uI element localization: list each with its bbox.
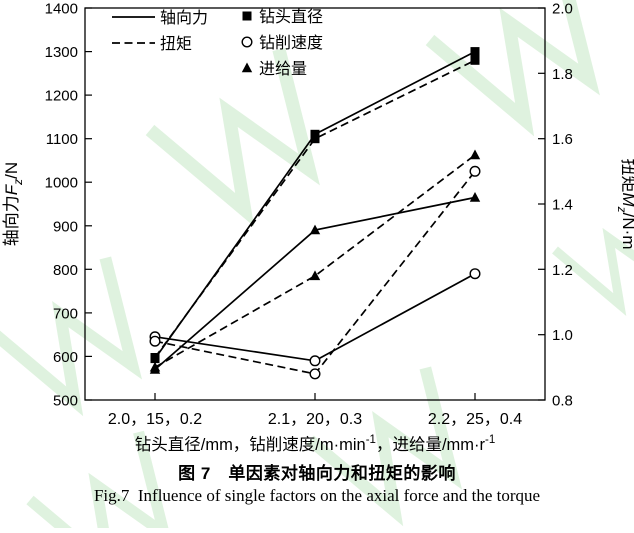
filled-square-marker <box>150 353 160 362</box>
svg-text:2.0，15，0.2: 2.0，15，0.2 <box>108 411 202 428</box>
series-line <box>154 50 476 360</box>
filled-triangle-marker <box>469 192 481 202</box>
svg-text:1000: 1000 <box>45 175 78 192</box>
legend-label: 进给量 <box>259 60 307 78</box>
svg-text:0.8: 0.8 <box>552 393 573 410</box>
legend-label: 钻头直径 <box>259 8 323 26</box>
svg-text:1300: 1300 <box>45 44 78 61</box>
series-line <box>154 272 476 362</box>
svg-text:500: 500 <box>53 393 78 410</box>
filled-triangle-marker <box>309 270 321 281</box>
open-circle-marker <box>469 165 481 177</box>
open-circle-marker <box>149 335 161 347</box>
left-axis-title: 轴向力Fz/N <box>2 162 25 246</box>
figure-caption-en: Fig.7 Influence of single factors on the… <box>93 486 541 505</box>
svg-text:800: 800 <box>53 262 78 279</box>
svg-text:1.8: 1.8 <box>552 66 573 83</box>
open-circle-marker <box>241 36 253 48</box>
series-markers <box>149 47 481 380</box>
svg-text:2.1，20，0.3: 2.1，20，0.3 <box>268 411 362 428</box>
svg-text:900: 900 <box>53 218 78 235</box>
svg-text:1400: 1400 <box>45 1 78 18</box>
svg-text:1.0: 1.0 <box>552 327 573 344</box>
svg-text:2.0: 2.0 <box>552 1 573 18</box>
filled-triangle-marker <box>241 62 253 73</box>
svg-text:700: 700 <box>53 305 78 322</box>
series-line <box>154 59 476 359</box>
figure-caption-zh: 图 7 单因素对轴向力和扭矩的影响 <box>178 464 456 483</box>
svg-text:1.4: 1.4 <box>552 197 573 214</box>
svg-text:1.2: 1.2 <box>552 262 573 279</box>
series-line <box>154 154 476 369</box>
svg-text:1200: 1200 <box>45 88 78 105</box>
filled-square-marker <box>310 134 320 144</box>
series-lines <box>154 50 476 375</box>
left-axis: 500 600 700 800 900 1000 1100 1200 1300 1400 <box>45 1 92 410</box>
svg-text:600: 600 <box>53 349 78 366</box>
influence-line-chart: 500 600 700 800 900 1000 1100 1200 1300 1400 0.8 1.… <box>2 1 634 455</box>
legend-label: 扭矩 <box>160 35 192 53</box>
x-axis: 2.0，15，0.2 2.1，20，0.3 2.2，25，0.4 <box>108 393 522 428</box>
right-axis: 0.8 1.0 1.2 1.4 1.6 1.8 2.0 <box>538 1 573 410</box>
open-circle-marker <box>309 368 321 380</box>
chart-svg: 500 600 700 800 900 1000 1100 1200 1300 1400 0.8 1.… <box>2 1 634 455</box>
x-axis-title: 钻头直径/mm，钻削速度/m·min-1，进给量/mm·r-1 <box>135 434 496 454</box>
filled-square-marker <box>470 55 480 65</box>
filled-triangle-marker <box>469 149 481 160</box>
open-circle-marker <box>309 355 321 367</box>
filled-square-marker <box>242 11 252 21</box>
filled-triangle-marker <box>309 224 321 235</box>
filled-triangle-marker <box>149 361 161 372</box>
svg-text:1.6: 1.6 <box>552 131 573 148</box>
filled-square-marker <box>470 47 480 57</box>
svg-text:1100: 1100 <box>46 131 78 148</box>
svg-text:2.2，25，0.4: 2.2，25，0.4 <box>428 411 522 428</box>
open-circle-marker <box>469 268 481 280</box>
right-axis-title: 扭矩Mz/N·m <box>615 159 634 250</box>
legend-label: 轴向力 <box>160 9 208 27</box>
legend-label: 钻削速度 <box>259 34 323 52</box>
